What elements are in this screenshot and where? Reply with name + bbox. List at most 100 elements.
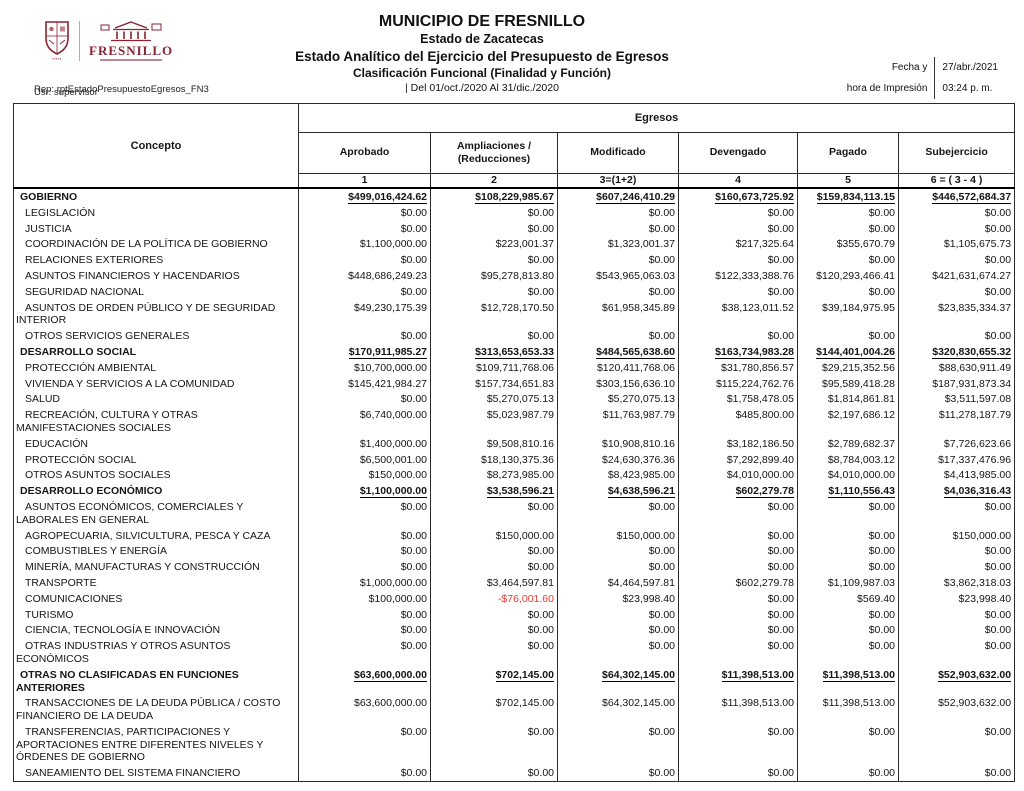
row-concepto: EDUCACIÓN (13, 435, 299, 452)
report-meta: Rep: rptEstadoPresupuestoEgresos_FN3 Usr… (34, 84, 334, 98)
column-code-2: 2 (430, 173, 558, 189)
row-value: $0.00 (678, 765, 798, 782)
row-concepto: CIENCIA, TECNOLOGÍA E INNOVACIÓN (13, 622, 299, 639)
page-subtitle-state: Estado de Zacatecas (420, 32, 544, 46)
row-value: $0.00 (557, 498, 679, 528)
row-value: $9,508,810.16 (430, 435, 558, 452)
row-value: $0.00 (298, 204, 431, 221)
row-concepto: OTROS ASUNTOS SOCIALES (13, 467, 299, 484)
row-concepto: PROTECCIÓN SOCIAL (13, 451, 299, 468)
row-value: $64,302,145.00 (557, 666, 679, 696)
row-value: $5,023,987.79 (430, 407, 558, 436)
fresnillo-building-icon (100, 21, 162, 41)
row-value: $0.00 (678, 606, 798, 623)
table-row: RELACIONES EXTERIORES $0.00 $0.00 $0.00 $0.0… (13, 252, 1016, 268)
row-value: $0.00 (557, 204, 679, 221)
row-value: $0.00 (557, 723, 679, 766)
row-value: $0.00 (897, 328, 1016, 344)
row-value: $0.00 (897, 543, 1016, 560)
row-value: $8,273,985.00 (430, 467, 558, 484)
municipality-logo: ▪▪▪▪▪ FRESNILLO (44, 20, 173, 62)
row-value: $11,278,187.79 (897, 407, 1016, 436)
row-concepto: DESARROLLO SOCIAL (13, 343, 299, 360)
row-value: $569.40 (797, 590, 899, 607)
row-concepto: VIVIENDA Y SERVICIOS A LA COMUNIDAD (13, 375, 299, 392)
row-value: $0.00 (557, 328, 679, 344)
row-value: $223,001.37 (430, 236, 558, 253)
row-value: $23,835,334.37 (897, 299, 1016, 329)
row-value: $1,105,675.73 (897, 236, 1016, 253)
row-value: $0.00 (430, 765, 558, 782)
row-value: $187,931,873.34 (897, 375, 1016, 392)
row-concepto: ASUNTOS FINANCIEROS Y HACENDARIOS (13, 267, 299, 284)
row-value: $0.00 (298, 622, 431, 639)
row-value: $100,000.00 (298, 590, 431, 607)
row-value: $39,184,975.95 (797, 299, 899, 329)
row-value: $0.00 (678, 252, 798, 268)
row-value: $5,270,075.13 (430, 391, 558, 408)
row-value: $3,862,318.03 (897, 574, 1016, 591)
row-concepto: RECREACIÓN, CULTURA Y OTRAS MANIFESTACIO… (13, 407, 299, 436)
row-value: $0.00 (557, 220, 679, 237)
row-value: $0.00 (678, 220, 798, 237)
row-value: $1,758,478.05 (678, 391, 798, 408)
table-row: EDUCACIÓN $1,400,000.00 $9,508,810.16 $10,9… (13, 435, 1016, 452)
row-value: $1,814,861.81 (797, 391, 899, 408)
row-value: $3,511,597.08 (897, 391, 1016, 408)
row-value: $88,630,911.49 (897, 359, 1016, 376)
page-subtitle-report: Estado Analítico del Ejercicio del Presu… (295, 48, 669, 64)
column-header-modificado: Modificado (557, 132, 679, 174)
row-value: $0.00 (557, 622, 679, 639)
table-row: ASUNTOS FINANCIEROS Y HACENDARIOS $448,68… (13, 267, 1016, 284)
row-value: $0.00 (797, 220, 899, 237)
row-value: $0.00 (430, 638, 558, 667)
page-subtitle-classification: Clasificación Funcional (Finalidad y Fun… (352, 65, 612, 80)
row-value: $0.00 (897, 559, 1016, 575)
row-value: $0.00 (797, 622, 899, 639)
row-value: -$76,001.60 (430, 590, 558, 607)
row-value: $12,728,170.50 (430, 299, 558, 329)
row-concepto: OTROS SERVICIOS GENERALES (13, 328, 299, 344)
row-value: $0.00 (430, 543, 558, 560)
print-info-labels: Fecha y hora de Impresión (847, 57, 928, 99)
row-value: $0.00 (678, 328, 798, 344)
row-concepto: TRANSFERENCIAS, PARTICIPACIONES Y APORTA… (13, 723, 299, 766)
table-row: JUSTICIA $0.00 $0.00 $0.00 $0.00 $0.00 $0.00 (13, 220, 1016, 237)
row-value: $170,911,985.27 (298, 343, 431, 360)
row-value: $0.00 (897, 723, 1016, 766)
row-value: $0.00 (797, 543, 899, 560)
table-row: DESARROLLO SOCIAL $170,911,985.27 $313,653… (13, 343, 1016, 360)
row-value: $150,000.00 (557, 527, 679, 544)
row-value: $1,109,987.03 (797, 574, 899, 591)
row-value: $11,398,513.00 (678, 666, 798, 696)
row-value: $0.00 (678, 204, 798, 221)
row-value: $0.00 (797, 252, 899, 268)
row-value: $49,230,175.39 (298, 299, 431, 329)
table-row: LEGISLACIÓN $0.00 $0.00 $0.00 $0.00 $0.00 $0.0… (13, 204, 1016, 221)
row-value: $6,500,001.00 (298, 451, 431, 468)
row-concepto: TURISMO (13, 606, 299, 623)
fresnillo-logo: FRESNILLO (89, 21, 173, 61)
row-value: $3,538,596.21 (430, 483, 558, 499)
table-row: SANEAMIENTO DEL SISTEMA FINANCIERO $0.00 $… (13, 765, 1016, 782)
page-title: MUNICIPIO DE FRESNILLO (378, 13, 586, 30)
row-concepto: COMBUSTIBLES Y ENERGÍA (13, 543, 299, 560)
row-value: $320,830,655.32 (897, 343, 1016, 360)
row-value: $163,734,983.28 (678, 343, 798, 360)
row-value: $499,016,424.62 (298, 188, 431, 205)
print-label-line1: Fecha y (891, 62, 928, 73)
row-value: $0.00 (897, 765, 1016, 782)
table-row: AGROPECUARIA, SILVICULTURA, PESCA Y CAZA… (13, 527, 1016, 544)
row-concepto: ASUNTOS ECONÓMICOS, COMERCIALES Y LABORA… (13, 498, 299, 528)
row-value: $1,110,556.43 (797, 483, 899, 499)
row-value: $4,464,597.81 (557, 574, 679, 591)
row-value: $421,631,674.27 (897, 267, 1016, 284)
row-value: $63,600,000.00 (298, 695, 431, 724)
row-value: $0.00 (557, 543, 679, 560)
row-value: $145,421,984.27 (298, 375, 431, 392)
table-row: GOBIERNO $499,016,424.62 $108,229,985.67 $6… (13, 188, 1016, 205)
row-value: $217,325.64 (678, 236, 798, 253)
row-value: $0.00 (430, 606, 558, 623)
row-value: $0.00 (678, 723, 798, 766)
row-value: $95,278,813.80 (430, 267, 558, 284)
